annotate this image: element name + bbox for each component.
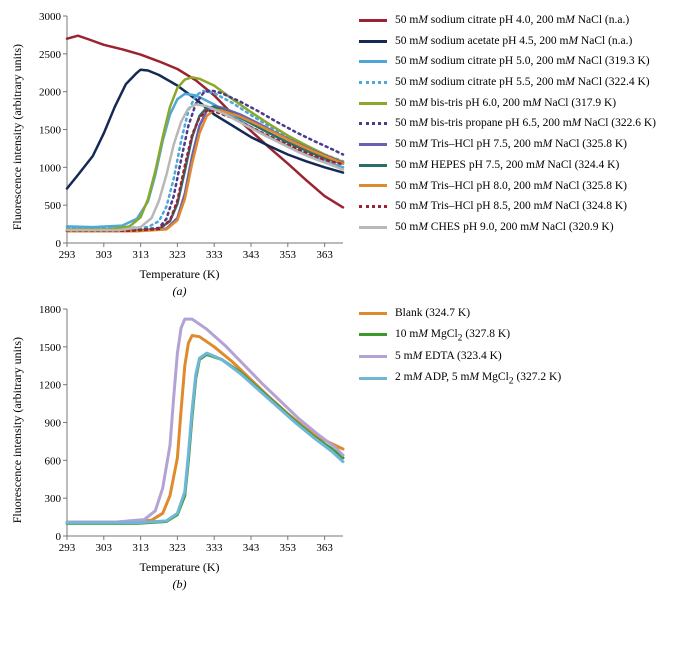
legend-item: 50 mM Tris–HCl pH 8.5, 200 mM NaCl (324.…	[359, 196, 656, 217]
legend-label: Blank (324.7 K)	[395, 303, 470, 324]
legend-swatch	[359, 333, 387, 336]
legend-label: 50 mM Tris–HCl pH 7.5, 200 mM NaCl (325.…	[395, 134, 627, 155]
legend-swatch	[359, 312, 387, 315]
legend-label: 10 mM MgCl2 (327.8 K)	[395, 324, 510, 347]
legend-item: 50 mM bis-tris propane pH 6.5, 200 mM Na…	[359, 113, 656, 134]
legend-swatch	[359, 164, 387, 167]
legend-label: 50 mM sodium acetate pH 4.5, 200 mM NaCl…	[395, 31, 632, 52]
chart-series	[67, 319, 343, 522]
panel-b-xlabel: Temperature (K)	[139, 560, 219, 575]
svg-text:1800: 1800	[39, 304, 62, 316]
svg-text:1500: 1500	[39, 125, 62, 137]
svg-text:303: 303	[96, 249, 113, 261]
legend-item: 50 mM Tris–HCl pH 8.0, 200 mM NaCl (325.…	[359, 176, 656, 197]
legend-swatch	[359, 355, 387, 358]
legend-swatch	[359, 205, 387, 208]
svg-text:500: 500	[45, 200, 62, 212]
legend-label: 50 mM sodium citrate pH 5.0, 200 mM NaCl…	[395, 51, 650, 72]
legend-swatch	[359, 226, 387, 229]
panel-b-label: (b)	[173, 577, 187, 592]
legend-item: 10 mM MgCl2 (327.8 K)	[359, 324, 561, 347]
legend-label: 50 mM bis-tris propane pH 6.5, 200 mM Na…	[395, 113, 656, 134]
svg-text:363: 363	[316, 249, 333, 261]
chart-series	[67, 354, 343, 523]
legend-label: 5 mM EDTA (323.4 K)	[395, 346, 502, 367]
legend-label: 50 mM sodium citrate pH 5.5, 200 mM NaCl…	[395, 72, 650, 93]
panel-a-legend: 50 mM sodium citrate pH 4.0, 200 mM NaCl…	[359, 10, 656, 238]
chart-series	[67, 110, 343, 232]
legend-item: 2 mM ADP, 5 mM MgCl2 (327.2 K)	[359, 367, 561, 390]
legend-item: 50 mM sodium citrate pH 4.0, 200 mM NaCl…	[359, 10, 656, 31]
legend-label: 50 mM HEPES pH 7.5, 200 mM NaCl (324.4 K…	[395, 155, 619, 176]
svg-text:3000: 3000	[39, 11, 62, 23]
svg-text:2000: 2000	[39, 87, 62, 99]
svg-text:1000: 1000	[39, 162, 62, 174]
legend-label: 50 mM bis-tris pH 6.0, 200 mM NaCl (317.…	[395, 93, 616, 114]
svg-text:343: 343	[243, 249, 260, 261]
svg-text:293: 293	[59, 249, 76, 261]
legend-item: 50 mM sodium citrate pH 5.5, 200 mM NaCl…	[359, 72, 656, 93]
legend-item: 50 mM sodium acetate pH 4.5, 200 mM NaCl…	[359, 31, 656, 52]
legend-item: 50 mM bis-tris pH 6.0, 200 mM NaCl (317.…	[359, 93, 656, 114]
legend-label: 50 mM sodium citrate pH 4.0, 200 mM NaCl…	[395, 10, 629, 31]
svg-text:363: 363	[316, 542, 333, 554]
svg-text:300: 300	[45, 493, 62, 505]
chart-series	[67, 111, 343, 231]
svg-text:2500: 2500	[39, 49, 62, 61]
chart-series	[67, 353, 343, 523]
svg-text:343: 343	[243, 542, 260, 554]
svg-text:600: 600	[45, 455, 62, 467]
panel-b: Fluorescence intensity (arbitrary units)…	[10, 303, 677, 596]
svg-text:323: 323	[169, 542, 186, 554]
svg-text:313: 313	[132, 249, 149, 261]
figure: Fluorescence intensity (arbitrary units)…	[10, 10, 677, 596]
panel-a-chart-block: Fluorescence intensity (arbitrary units)…	[10, 10, 349, 299]
legend-label: 50 mM Tris–HCl pH 8.5, 200 mM NaCl (324.…	[395, 196, 627, 217]
svg-text:313: 313	[132, 542, 149, 554]
legend-item: 50 mM sodium citrate pH 5.0, 200 mM NaCl…	[359, 51, 656, 72]
legend-swatch	[359, 122, 387, 125]
svg-text:1500: 1500	[39, 342, 62, 354]
legend-swatch	[359, 377, 387, 380]
svg-text:1200: 1200	[39, 380, 62, 392]
legend-item: Blank (324.7 K)	[359, 303, 561, 324]
legend-swatch	[359, 184, 387, 187]
svg-text:333: 333	[206, 542, 223, 554]
legend-swatch	[359, 40, 387, 43]
svg-text:353: 353	[280, 542, 297, 554]
legend-swatch	[359, 81, 387, 84]
panel-b-chart: 0300600900120015001800293303313323333343…	[29, 303, 349, 558]
legend-swatch	[359, 19, 387, 22]
legend-label: 50 mM Tris–HCl pH 8.0, 200 mM NaCl (325.…	[395, 176, 627, 197]
panel-a-ylabel: Fluorescence intensity (arbitrary units)	[10, 44, 25, 230]
legend-swatch	[359, 102, 387, 105]
panel-a: Fluorescence intensity (arbitrary units)…	[10, 10, 677, 303]
legend-item: 50 mM CHES pH 9.0, 200 mM NaCl (320.9 K)	[359, 217, 656, 238]
panel-b-ylabel: Fluorescence intensity (arbitrary units)	[10, 337, 25, 523]
svg-text:293: 293	[59, 542, 76, 554]
panel-b-chart-block: Fluorescence intensity (arbitrary units)…	[10, 303, 349, 592]
svg-text:353: 353	[280, 249, 297, 261]
panel-a-xlabel: Temperature (K)	[139, 267, 219, 282]
legend-label: 2 mM ADP, 5 mM MgCl2 (327.2 K)	[395, 367, 561, 390]
svg-text:900: 900	[45, 418, 62, 430]
panel-a-chart: 0500100015002000250030002933033133233333…	[29, 10, 349, 265]
svg-text:303: 303	[96, 542, 113, 554]
panel-b-legend: Blank (324.7 K)10 mM MgCl2 (327.8 K)5 mM…	[359, 303, 561, 389]
legend-swatch	[359, 60, 387, 63]
svg-text:323: 323	[169, 249, 186, 261]
legend-item: 50 mM Tris–HCl pH 7.5, 200 mM NaCl (325.…	[359, 134, 656, 155]
legend-label: 50 mM CHES pH 9.0, 200 mM NaCl (320.9 K)	[395, 217, 614, 238]
legend-swatch	[359, 143, 387, 146]
legend-item: 50 mM HEPES pH 7.5, 200 mM NaCl (324.4 K…	[359, 155, 656, 176]
legend-item: 5 mM EDTA (323.4 K)	[359, 346, 561, 367]
svg-text:333: 333	[206, 249, 223, 261]
panel-a-label: (a)	[173, 284, 187, 299]
